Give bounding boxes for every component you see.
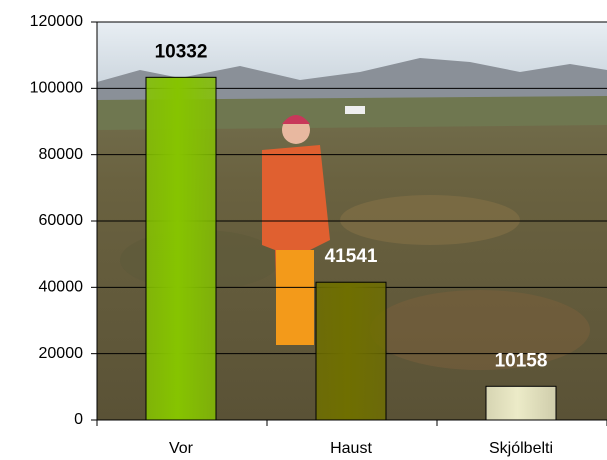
bar [146,77,216,420]
y-tick-label: 0 [74,411,83,428]
value-label: 10332 [155,41,208,62]
y-tick-label: 80000 [39,146,84,163]
y-tick-label: 20000 [39,345,84,362]
x-tick-label: Vor [169,440,194,457]
chart: 0 20000 40000 60000 80000 100000 120000 Vor 1033… [0,0,607,460]
value-label: 41541 [325,246,378,267]
bar [316,282,386,420]
y-tick-label: 100000 [30,80,83,97]
x-tick-label: Skjólbelti [489,440,553,457]
value-label: 10158 [495,350,548,371]
y-tick-label: 40000 [39,279,84,296]
bar [486,386,556,420]
y-tick-label: 120000 [30,13,83,30]
y-tick-label: 60000 [39,212,84,229]
x-tick-label: Haust [330,440,372,457]
